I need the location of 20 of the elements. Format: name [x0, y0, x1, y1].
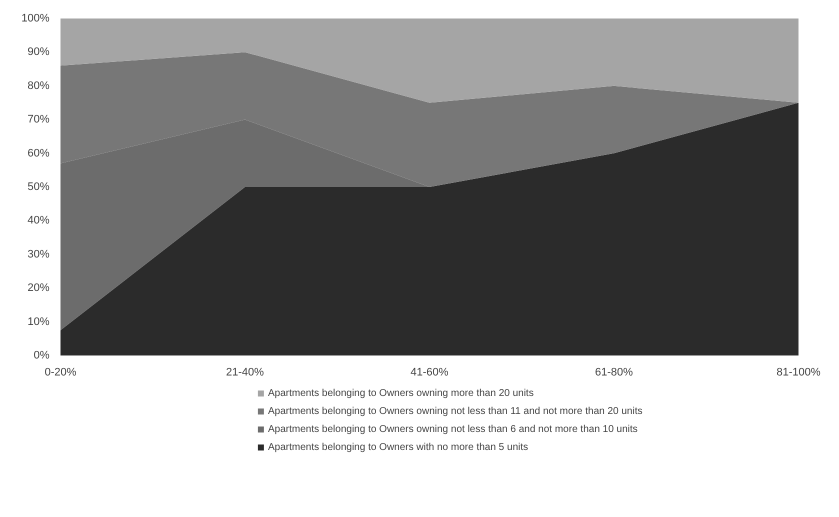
x-tick-label: 21-40% [226, 366, 264, 378]
legend-label: Apartments belonging to Owners owning not less than 6 and not more than 10 units [268, 424, 638, 435]
y-tick-label: 80% [27, 80, 50, 92]
y-tick-label: 30% [27, 248, 50, 260]
x-tick-label: 0-20% [44, 366, 77, 378]
y-tick-label: 50% [27, 181, 50, 193]
x-tick-label: 81-100% [776, 366, 821, 378]
y-tick-label: 10% [27, 316, 50, 328]
y-tick-label: 0% [34, 350, 50, 362]
y-tick-label: 60% [27, 147, 50, 160]
legend-label: Apartments belonging to Owners owning not less than 11 and not more than 20 units [268, 406, 643, 417]
y-tick-label: 100% [21, 12, 50, 24]
y-tick-label: 20% [27, 282, 50, 294]
legend-label: Apartments belonging to Owners owning more than 20 units [268, 388, 534, 399]
legend-label: Apartments belonging to Owners with no more than 5 units [268, 442, 528, 453]
y-tick-label: 90% [27, 46, 50, 58]
y-tick-label: 70% [27, 114, 50, 126]
x-tick-label: 61-80% [595, 366, 634, 378]
y-tick-label: 40% [27, 214, 50, 227]
x-tick-label: 41-60% [410, 366, 449, 378]
